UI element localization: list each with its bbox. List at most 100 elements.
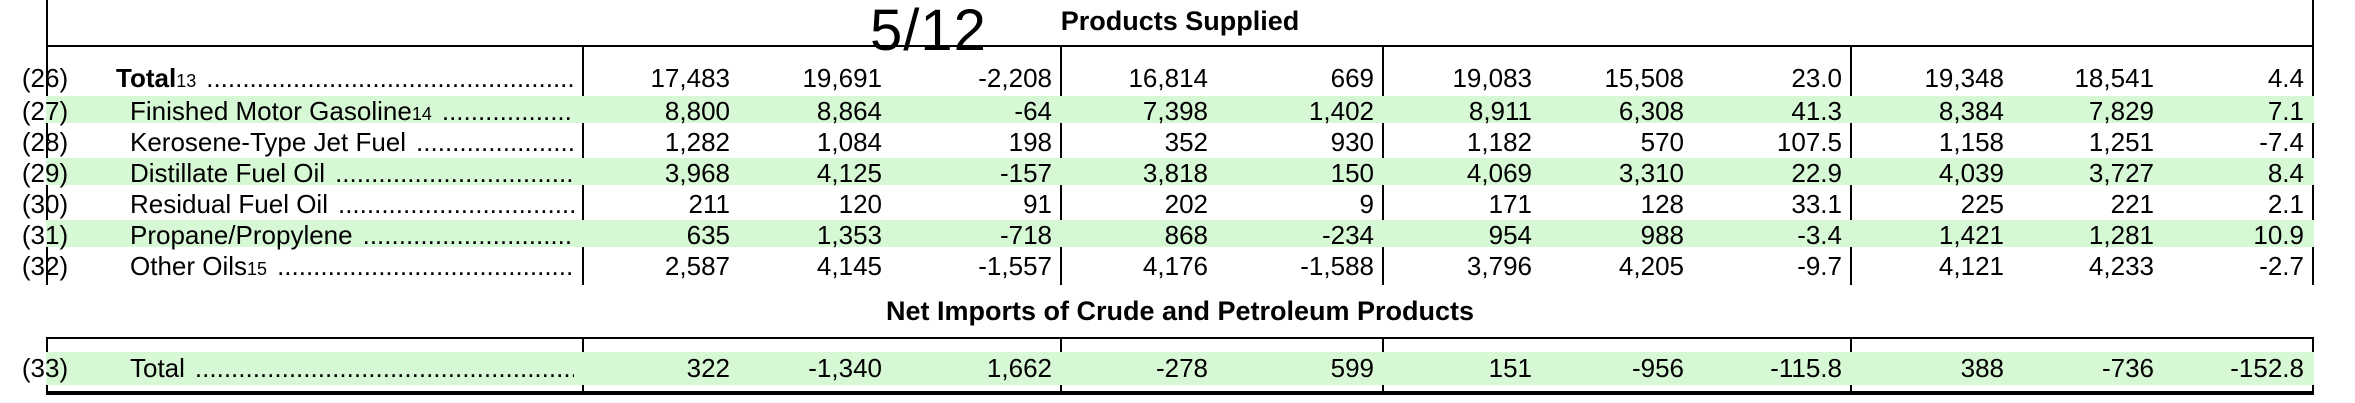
table-cell: 4,233: [2088, 251, 2154, 281]
table-cell: -1,557: [978, 251, 1052, 281]
table-cell: 635: [686, 220, 730, 250]
row-label: Total: [130, 352, 574, 384]
table-cell: -956: [1631, 353, 1684, 383]
table-cell: 4,069: [1466, 158, 1532, 188]
table-cell: 151: [1488, 353, 1532, 383]
table-cell: -1,340: [808, 353, 882, 383]
table-cell: 8,911: [1468, 96, 1532, 126]
row-band: [46, 96, 2314, 123]
table-cell: -2,208: [978, 63, 1052, 93]
table-row: (29) Distillate Fuel Oil 3,968 4,125 -157 3,8…: [0, 157, 2355, 189]
table-cell: 7,398: [1142, 96, 1208, 126]
section-rule: [46, 337, 2314, 339]
table-cell: 91: [1023, 189, 1052, 219]
column-divider: [46, 0, 48, 285]
table-cell: -9.7: [1797, 251, 1842, 281]
table-cell: 4.4: [2267, 63, 2304, 93]
row-label-text: Residual Fuel Oil: [130, 189, 328, 219]
table-cell: 669: [1330, 63, 1374, 93]
table-cell: 930: [1330, 127, 1374, 157]
table-row: (30) Residual Fuel Oil 211 120 91 202 9 171 128 3…: [0, 188, 2355, 220]
table-cell: -234: [1321, 220, 1374, 250]
table-cell: 211: [688, 189, 730, 219]
table-cell: 4,205: [1618, 251, 1684, 281]
dot-leader: [196, 62, 574, 94]
table-cell: 17,483: [650, 63, 730, 93]
row-number: (32): [21, 251, 69, 281]
table-cell: 1,084: [816, 127, 882, 157]
table-cell: 10.9: [2253, 220, 2304, 250]
table-bottom-rule: [46, 391, 2314, 395]
row-number: (29): [21, 158, 69, 188]
table-cell: 8,384: [1938, 96, 2004, 126]
table-cell: -115.8: [1770, 353, 1842, 383]
table-cell: 1,281: [2088, 220, 2154, 250]
table-cell: -736: [2101, 353, 2154, 383]
table-cell: 8,800: [664, 96, 730, 126]
products-supplied-title: Products Supplied: [1060, 6, 1300, 36]
table-cell: 3,727: [2088, 158, 2154, 188]
table-cell: 868: [1164, 220, 1208, 250]
row-label: Finished Motor Gasoline 14: [130, 95, 574, 127]
table-cell: 41.3: [1791, 96, 1842, 126]
table-cell: 388: [1960, 353, 2004, 383]
table-cell: -3.4: [1797, 220, 1842, 250]
table-cell: 33.1: [1791, 189, 1842, 219]
row-label: Other Oils 15: [130, 250, 574, 282]
table-cell: 4,039: [1938, 158, 2004, 188]
row-label: Distillate Fuel Oil: [130, 157, 574, 189]
table-cell: 18,541: [2074, 63, 2154, 93]
table-cell: 570: [1640, 127, 1684, 157]
dot-leader: [267, 250, 574, 282]
table-cell: 23.0: [1791, 63, 1842, 93]
table-cell: 1,353: [816, 220, 882, 250]
table-row: (31) Propane/Propylene 635 1,353 -718 868 -234…: [0, 219, 2355, 251]
table-cell: -64: [1014, 96, 1052, 126]
table-cell: 202: [1164, 189, 1208, 219]
table-cell: 225: [1960, 189, 2004, 219]
table-cell: 107.5: [1776, 127, 1842, 157]
table-cell: 6,308: [1618, 96, 1684, 126]
table-cell: 221: [2110, 189, 2154, 219]
table-cell: 9: [1359, 189, 1374, 219]
table-cell: 120: [838, 189, 882, 219]
table-cell: 16,814: [1128, 63, 1208, 93]
table-cell: 15,508: [1604, 63, 1684, 93]
row-number: (33): [21, 353, 69, 383]
row-label-text: Other Oils: [130, 251, 248, 281]
row-label: Residual Fuel Oil: [130, 188, 574, 220]
table-cell: -2.7: [2259, 251, 2304, 281]
table-cell: 3,310: [1618, 158, 1684, 188]
row-label-text: Propane/Propylene: [130, 220, 353, 250]
table-cell: 2,587: [664, 251, 730, 281]
row-label: Total 13: [116, 62, 574, 94]
table-cell: 1,182: [1466, 127, 1532, 157]
table-cell: 2.1: [2267, 189, 2304, 219]
table-cell: 3,968: [664, 158, 730, 188]
row-label-text: Total: [130, 353, 185, 383]
dot-leader: [406, 126, 574, 158]
table-row: (33) Total 322 -1,340 1,662 -278 599 151 -956 -11…: [0, 352, 2355, 384]
table-cell: 988: [1640, 220, 1684, 250]
table-cell: 1,251: [2088, 127, 2154, 157]
row-label-text: Finished Motor Gasoline: [130, 96, 412, 126]
table-cell: 7,829: [2088, 96, 2154, 126]
table-cell: 322: [686, 353, 730, 383]
row-number: (31): [21, 220, 69, 250]
table-cell: 19,348: [1924, 63, 2004, 93]
table-cell: 7.1: [2267, 96, 2304, 126]
column-divider: [2312, 0, 2314, 285]
table-cell: 1,421: [1938, 220, 2004, 250]
row-label-text: Distillate Fuel Oil: [130, 158, 326, 188]
table-cell: 4,176: [1142, 251, 1208, 281]
dot-leader: [325, 157, 574, 189]
table-cell: 954: [1488, 220, 1532, 250]
row-number: (30): [21, 189, 69, 219]
table-cell: -7.4: [2259, 127, 2304, 157]
table-cell: 8,864: [816, 96, 882, 126]
section-rule: [46, 45, 2314, 47]
